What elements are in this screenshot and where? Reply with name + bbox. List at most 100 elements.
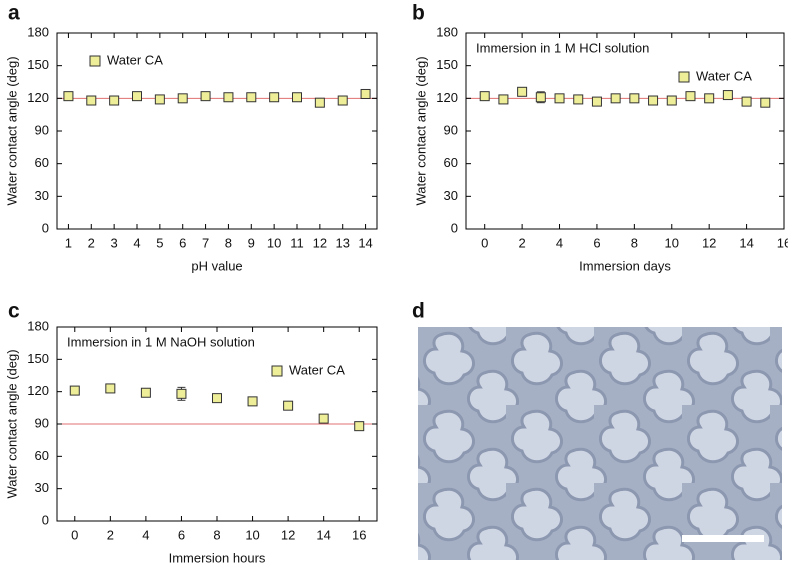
plot-frame xyxy=(56,32,378,230)
y-tick-label: 0 xyxy=(42,220,49,235)
y-tick-label: 180 xyxy=(27,318,49,333)
y-tick-label: 150 xyxy=(27,57,49,72)
marker xyxy=(69,385,80,396)
marker xyxy=(722,90,733,101)
y-tick-label: 150 xyxy=(436,57,458,72)
x-tick-label: 10 xyxy=(665,235,679,250)
x-axis-label: Immersion days xyxy=(579,258,671,273)
x-tick-label: 14 xyxy=(358,235,372,250)
x-tick-label: 2 xyxy=(519,235,526,250)
panel-label: a xyxy=(8,2,20,25)
x-tick-label: 3 xyxy=(111,235,118,250)
plot-frame xyxy=(56,326,378,522)
y-tick-label: 60 xyxy=(444,155,458,170)
marker xyxy=(741,96,752,107)
marker xyxy=(63,91,74,102)
x-tick-label: 14 xyxy=(316,527,330,542)
marker xyxy=(212,393,222,404)
y-tick-label: 120 xyxy=(27,90,49,105)
marker xyxy=(629,93,640,104)
marker xyxy=(704,93,715,104)
marker xyxy=(498,94,509,105)
panel-label: d xyxy=(412,300,425,323)
marker xyxy=(246,92,257,103)
legend-label: Water CA xyxy=(696,68,752,83)
y-tick-label: 30 xyxy=(35,480,49,495)
marker xyxy=(354,421,365,432)
x-tick-label: 8 xyxy=(631,235,638,250)
marker xyxy=(314,97,325,108)
y-tick-label: 90 xyxy=(35,122,49,137)
x-tick-label: 6 xyxy=(593,235,600,250)
y-tick-label: 60 xyxy=(35,155,49,170)
marker xyxy=(666,95,677,106)
marker xyxy=(760,97,771,108)
y-tick-label: 120 xyxy=(436,90,458,105)
y-axis-label: Water contact angle (deg) xyxy=(4,349,19,498)
legend-label: Water CA xyxy=(107,52,163,67)
x-tick-label: 9 xyxy=(248,235,255,250)
legend-marker xyxy=(271,365,283,377)
x-tick-label: 1 xyxy=(65,235,72,250)
y-tick-label: 60 xyxy=(35,448,49,463)
annotation: Immersion in 1 M NaOH solution xyxy=(67,334,255,349)
x-tick-label: 14 xyxy=(739,235,753,250)
x-tick-label: 4 xyxy=(142,527,149,542)
y-tick-label: 90 xyxy=(444,122,458,137)
x-tick-label: 8 xyxy=(225,235,232,250)
x-tick-label: 10 xyxy=(267,235,281,250)
marker xyxy=(517,86,528,97)
marker xyxy=(109,95,120,106)
marker xyxy=(292,92,302,103)
y-tick-label: 30 xyxy=(35,188,49,203)
marker xyxy=(200,91,211,102)
y-tick-label: 90 xyxy=(35,415,49,430)
y-tick-label: 180 xyxy=(436,24,458,39)
y-tick-label: 0 xyxy=(42,512,49,527)
y-tick-label: 180 xyxy=(27,24,49,39)
x-tick-label: 12 xyxy=(281,527,295,542)
marker xyxy=(610,93,621,104)
x-tick-label: 2 xyxy=(88,235,95,250)
x-tick-label: 0 xyxy=(481,235,488,250)
marker xyxy=(105,383,116,394)
marker xyxy=(140,387,151,398)
x-tick-label: 2 xyxy=(107,527,114,542)
x-axis-label: Immersion hours xyxy=(169,550,266,565)
marker xyxy=(86,95,97,106)
x-tick-label: 16 xyxy=(352,527,366,542)
y-axis-label: Water contact angle (deg) xyxy=(4,56,19,205)
marker xyxy=(283,400,294,411)
marker xyxy=(554,93,565,104)
marker xyxy=(685,91,696,102)
x-tick-label: 6 xyxy=(178,527,185,542)
annotation: Immersion in 1 M HCl solution xyxy=(476,40,649,55)
marker xyxy=(269,92,280,103)
plot-frame xyxy=(465,32,785,230)
y-tick-label: 150 xyxy=(27,351,49,366)
marker xyxy=(479,91,490,102)
x-tick-label: 16 xyxy=(777,235,788,250)
marker xyxy=(337,95,348,106)
x-tick-label: 11 xyxy=(290,235,304,250)
marker xyxy=(591,96,602,107)
marker xyxy=(176,388,187,399)
marker xyxy=(573,94,584,105)
x-tick-label: 10 xyxy=(245,527,259,542)
x-tick-label: 4 xyxy=(556,235,563,250)
x-tick-label: 8 xyxy=(213,527,220,542)
y-tick-label: 0 xyxy=(451,220,458,235)
x-tick-label: 5 xyxy=(156,235,163,250)
marker xyxy=(360,88,371,99)
y-axis-label: Water contact angle (deg) xyxy=(413,56,428,205)
marker xyxy=(223,92,234,103)
micrograph xyxy=(418,327,782,560)
legend-label: Water CA xyxy=(289,362,345,377)
panel-label: c xyxy=(8,300,20,323)
x-tick-label: 13 xyxy=(335,235,349,250)
y-tick-label: 30 xyxy=(444,188,458,203)
legend-marker xyxy=(89,55,101,67)
marker xyxy=(154,94,165,105)
